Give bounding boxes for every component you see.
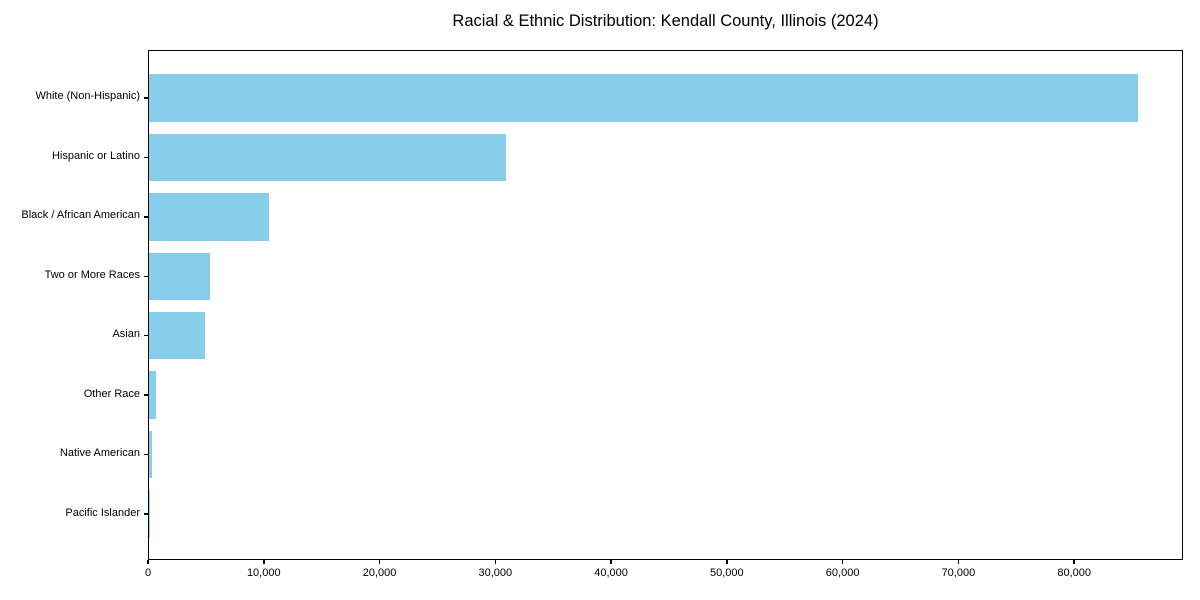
bar-other-race — [149, 371, 156, 419]
y-tick — [143, 453, 148, 456]
y-tick-label: Native American — [59, 447, 140, 460]
y-tick-label: Pacific Islander — [65, 506, 140, 519]
y-tick — [143, 275, 148, 278]
x-tick — [841, 560, 844, 564]
x-tick — [263, 560, 265, 564]
x-tick — [726, 560, 728, 564]
bar-two-or-more-races — [149, 252, 211, 301]
y-tick — [143, 156, 148, 159]
x-tick-label: 50,000 — [710, 567, 744, 579]
y-tick-label: Black / African American — [21, 209, 140, 222]
x-tick-label: 60,000 — [825, 567, 860, 579]
x-tick-label: 0 — [144, 567, 152, 579]
y-tick-label: Asian — [112, 328, 140, 341]
bar-hispanic-or-latino — [149, 133, 506, 182]
x-tick — [610, 560, 612, 564]
bar-pacific-islander — [149, 490, 150, 538]
y-tick — [143, 334, 148, 337]
x-tick-label: 20,000 — [362, 567, 397, 579]
bar-asian — [149, 311, 205, 360]
x-tick — [378, 560, 381, 564]
x-tick — [1073, 560, 1075, 564]
x-tick — [147, 560, 149, 564]
x-tick-label: 40,000 — [594, 567, 628, 579]
y-tick — [143, 216, 148, 218]
chart-title: Racial & Ethnic Distribution: Kendall Co… — [452, 12, 879, 30]
y-tick — [143, 97, 148, 99]
y-tick-label: Other Race — [83, 387, 140, 400]
y-tick-label: Hispanic or Latino — [51, 149, 140, 162]
x-tick-label: 80,000 — [1057, 567, 1091, 579]
y-tick-label: Two or More Races — [44, 268, 140, 281]
bar-native-american — [149, 430, 153, 479]
x-tick-label: 70,000 — [941, 567, 976, 579]
x-tick-label: 30,000 — [478, 567, 513, 579]
x-tick — [494, 560, 497, 564]
y-tick — [143, 513, 148, 515]
y-tick — [143, 394, 148, 396]
bar-white-non-hispanic — [149, 74, 1138, 122]
plot-area — [143, 50, 1183, 560]
x-tick-label: 10,000 — [246, 567, 281, 579]
y-tick-label: White (Non-Hispanic) — [35, 90, 140, 103]
bar-black-african-american — [149, 193, 270, 241]
x-tick — [957, 560, 960, 564]
